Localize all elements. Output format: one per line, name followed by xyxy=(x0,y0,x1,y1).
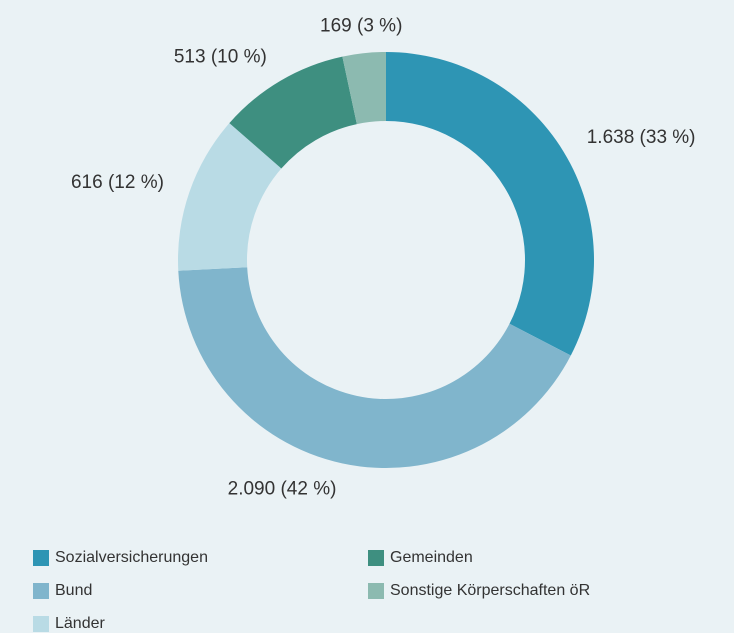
legend-label: Gemeinden xyxy=(390,549,473,566)
donut-segment xyxy=(178,267,571,469)
legend-label: Bund xyxy=(55,582,92,599)
legend-swatch xyxy=(368,550,384,566)
legend-swatch xyxy=(33,616,49,632)
legend-label: Sozialversicherungen xyxy=(55,549,208,566)
legend-swatch xyxy=(33,550,49,566)
donut-segment xyxy=(342,52,386,125)
legend-swatch xyxy=(33,583,49,599)
data-label: 616 (12 %) xyxy=(71,172,164,193)
data-label: 169 (3 %) xyxy=(320,15,402,36)
legend-label: Sonstige Körperschaften öR xyxy=(390,582,590,599)
data-label: 1.638 (33 %) xyxy=(587,127,696,148)
data-label: 2.090 (42 %) xyxy=(228,479,337,500)
legend-label: Länder xyxy=(55,615,105,632)
donut-segment xyxy=(178,123,282,271)
donut-segment xyxy=(386,52,594,356)
legend-swatch xyxy=(368,583,384,599)
data-label: 513 (10 %) xyxy=(174,46,267,67)
donut-segment xyxy=(229,56,357,169)
